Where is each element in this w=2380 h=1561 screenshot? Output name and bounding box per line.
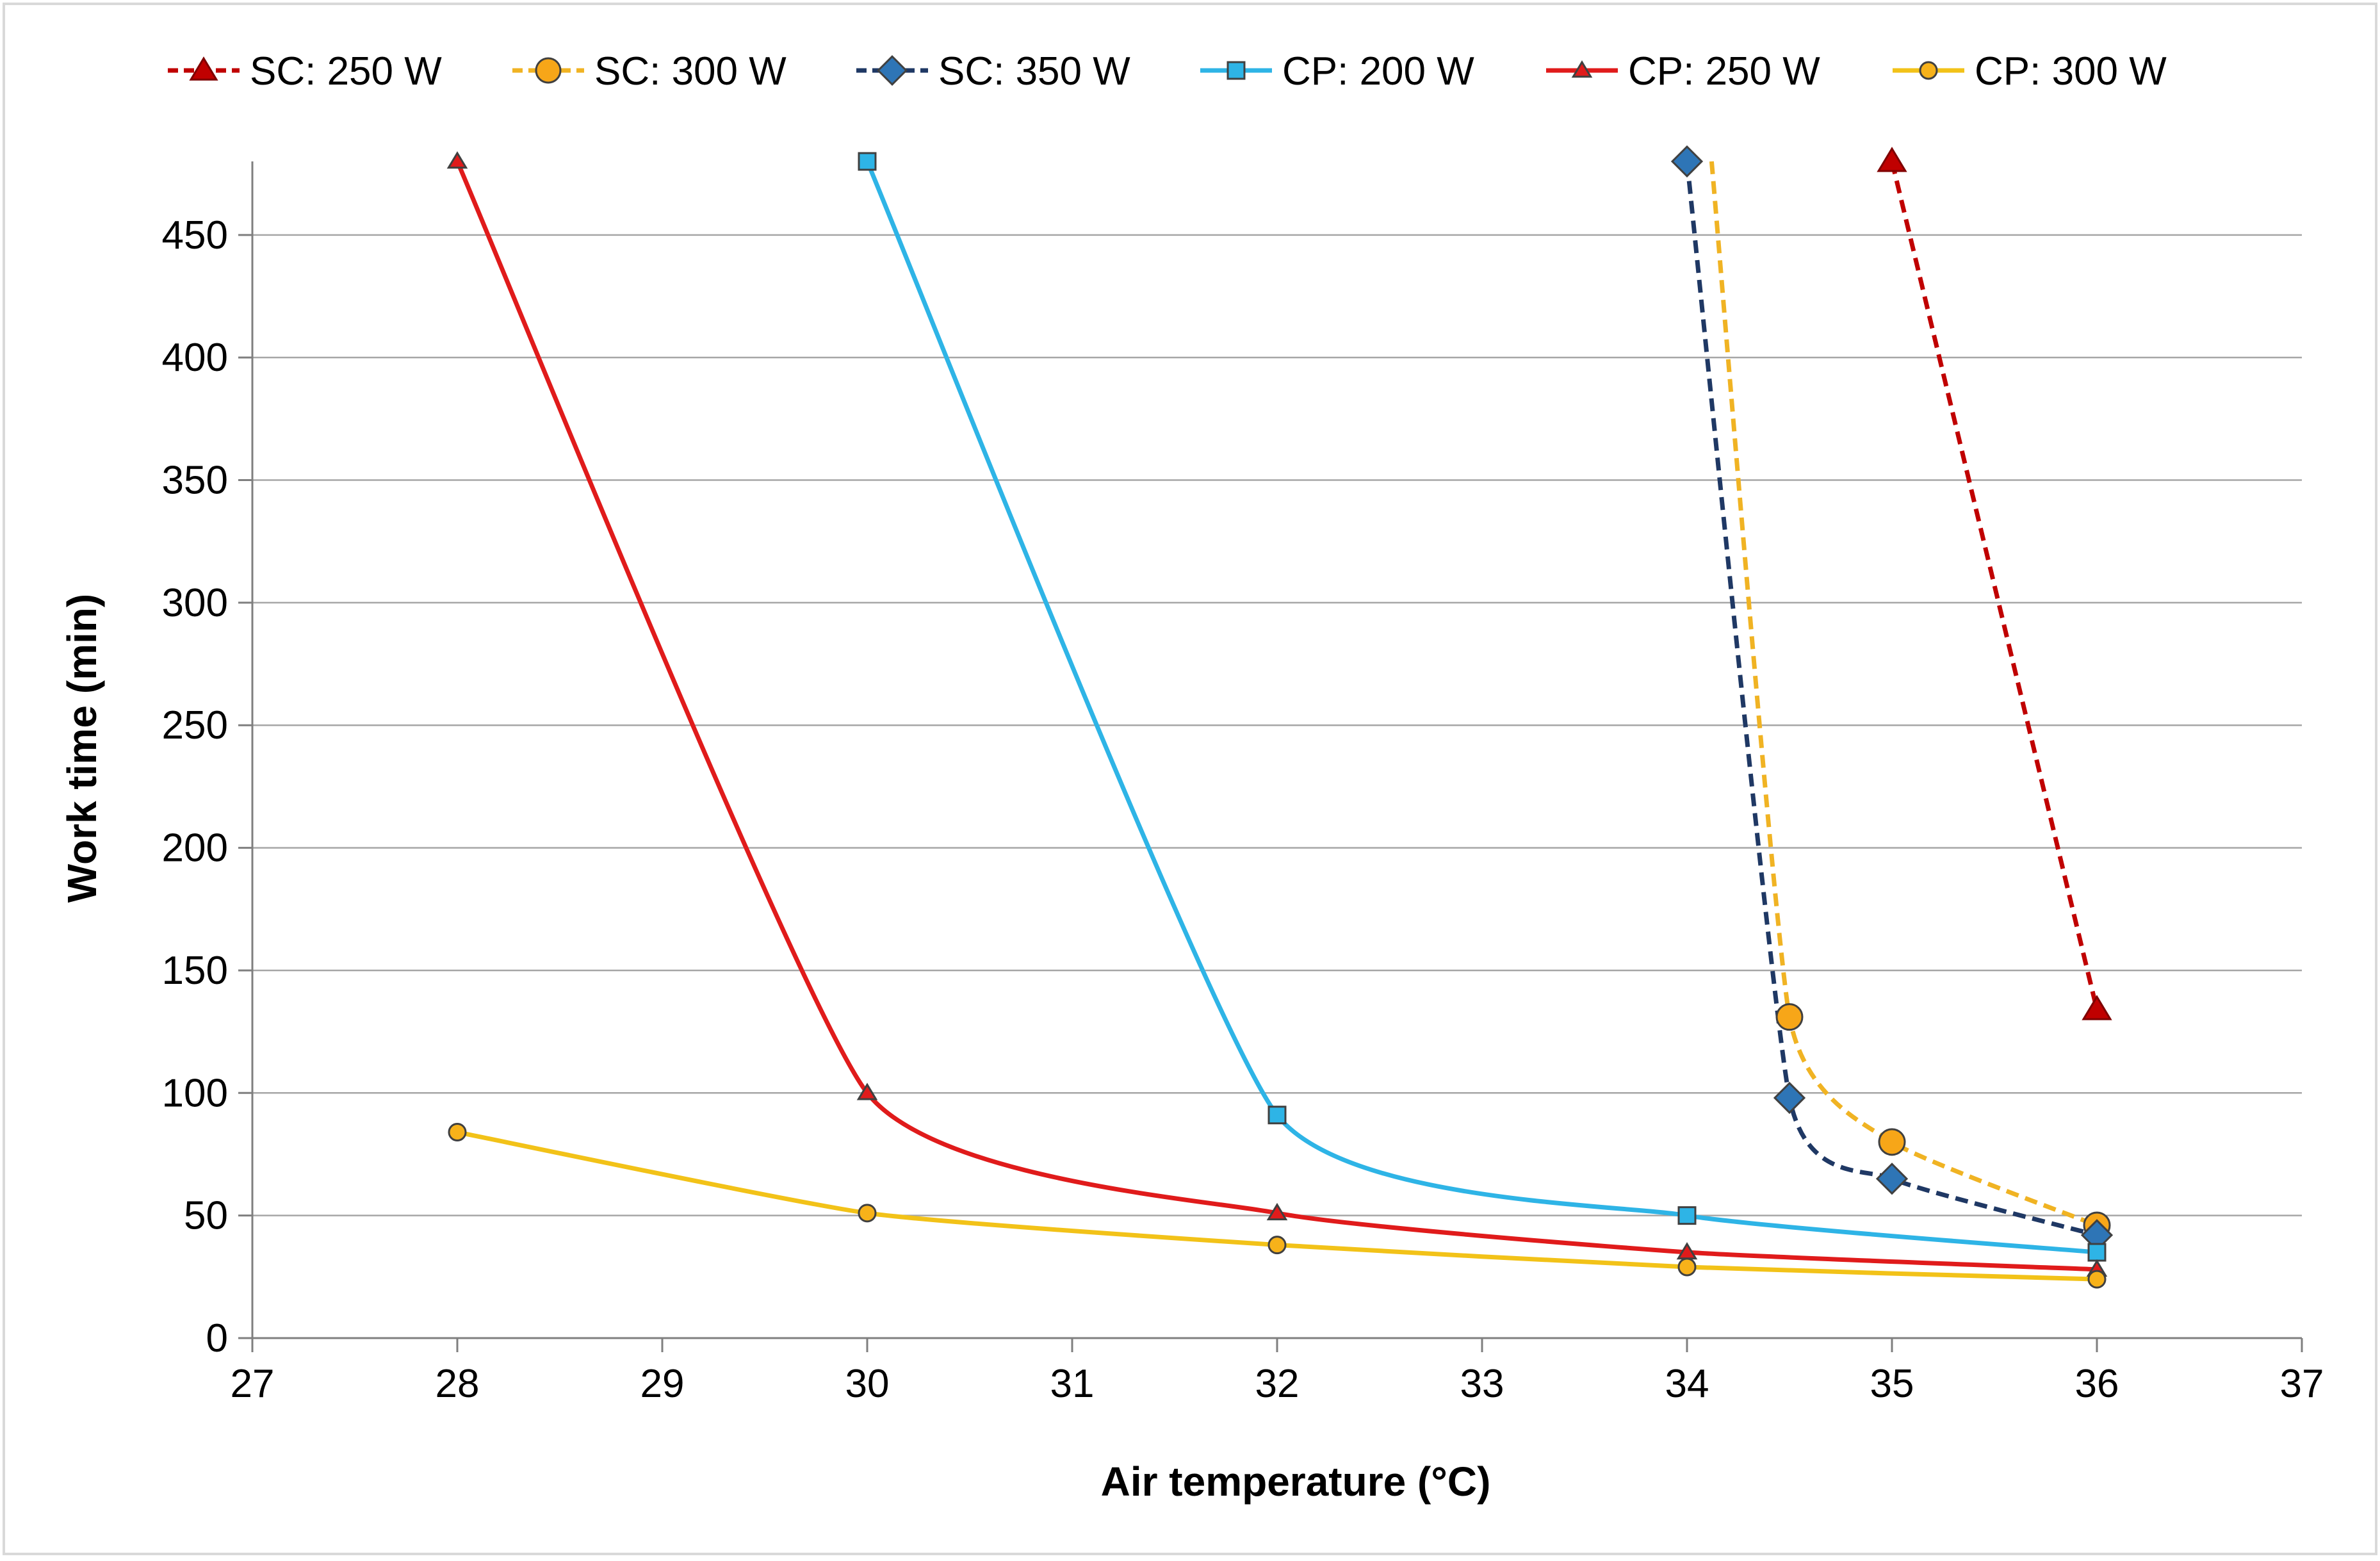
- y-axis-title: Work time (min): [59, 594, 105, 903]
- series-line: [455, 160, 2098, 1272]
- data-point: [2087, 1270, 2107, 1289]
- data-point: [448, 1123, 467, 1142]
- x-tick-label: 36: [2075, 1362, 2119, 1406]
- y-tick-label: 150: [162, 949, 228, 993]
- data-point: [1677, 1257, 1697, 1277]
- legend-label: SC: 300 W: [594, 49, 787, 94]
- x-tick-label: 27: [231, 1362, 275, 1406]
- legend-item: CP: 200 W: [1200, 49, 1474, 94]
- legend-label: SC: 250 W: [250, 49, 442, 94]
- data-point: [1267, 1236, 1287, 1255]
- y-tick-label: 0: [206, 1316, 228, 1361]
- legend-label: CP: 200 W: [1282, 49, 1474, 94]
- legend-swatch-marker: [535, 57, 562, 84]
- x-tick-label: 28: [436, 1362, 480, 1406]
- grid-lines: [252, 234, 2302, 1216]
- y-tick-label: 100: [162, 1071, 228, 1115]
- data-point: [1877, 147, 1907, 172]
- data-point: [858, 1204, 877, 1223]
- legend-label: CP: 300 W: [1975, 49, 2167, 94]
- data-point: [446, 151, 468, 169]
- data-point: [1775, 1003, 1804, 1031]
- legend-item: SC: 350 W: [856, 49, 1130, 94]
- x-tick-label: 34: [1665, 1362, 1709, 1406]
- y-tick-label: 350: [162, 459, 228, 503]
- y-tick-label: 250: [162, 703, 228, 748]
- y-tick-label: 200: [162, 826, 228, 870]
- axes: 0 50 100 150 200 250 300 350 400 450 27 28 29 30 31 32 3…: [162, 161, 2324, 1406]
- y-tick-label: 300: [162, 581, 228, 625]
- data-point: [1670, 145, 1704, 178]
- data-point: [1266, 1202, 1288, 1221]
- series-line: [865, 160, 2098, 1255]
- legend-item: CP: 250 W: [1546, 49, 1820, 94]
- legend-item: SC: 300 W: [512, 49, 787, 94]
- data-point: [2082, 995, 2112, 1020]
- legend-item: CP: 300 W: [1893, 49, 2167, 94]
- data-point: [1677, 1206, 1697, 1225]
- series-line: [1889, 161, 2099, 1010]
- x-tick-label: 30: [845, 1362, 890, 1406]
- legend-swatch-marker: [1571, 60, 1593, 78]
- legend-item: SC: 250 W: [168, 49, 442, 94]
- x-axis-title: Air temperature (°C): [1101, 1459, 1491, 1505]
- data-point: [1878, 1128, 1906, 1156]
- legend-swatch-marker: [1227, 61, 1246, 80]
- legend: SC: 250 W SC: 300 W SC: 350 W CP: 200 W CP: …: [168, 49, 2167, 94]
- legend-swatch-marker: [1919, 61, 1938, 80]
- legend-label: CP: 250 W: [1628, 49, 1820, 94]
- data-point: [1773, 1081, 1806, 1115]
- data-point: [2087, 1243, 2107, 1262]
- chart-border: [3, 3, 2377, 1555]
- x-tick-label: 33: [1460, 1362, 1504, 1406]
- y-tick-label: 50: [184, 1194, 228, 1238]
- y-tick-label: 450: [162, 213, 228, 257]
- series-markers: [446, 145, 2114, 1289]
- x-tick-label: 29: [640, 1362, 685, 1406]
- legend-swatch-marker: [877, 55, 908, 86]
- legend-swatch-marker: [189, 56, 218, 81]
- y-tick-label: 400: [162, 336, 228, 380]
- data-point: [1875, 1163, 1909, 1195]
- x-tick-label: 35: [1870, 1362, 1914, 1406]
- x-tick-label: 37: [2280, 1362, 2324, 1406]
- x-tick-label: 31: [1050, 1362, 1095, 1406]
- x-tick-label: 32: [1255, 1362, 1300, 1406]
- data-point: [1267, 1106, 1287, 1125]
- legend-label: SC: 350 W: [938, 49, 1130, 94]
- data-point: [856, 1083, 878, 1100]
- data-point: [858, 152, 877, 171]
